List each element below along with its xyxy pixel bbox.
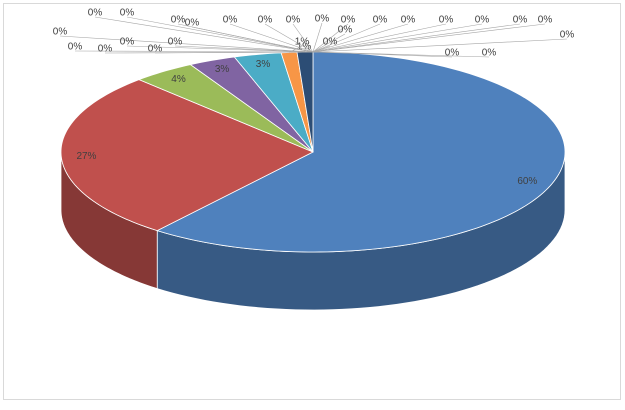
data-label: 0% xyxy=(223,15,238,26)
slice xyxy=(138,64,314,153)
data-label: 60% xyxy=(517,176,537,187)
slice-top xyxy=(138,64,314,153)
leader-line xyxy=(312,23,349,53)
leader-line xyxy=(312,23,521,53)
slice-top xyxy=(60,79,314,232)
leader-line xyxy=(312,23,381,53)
slice xyxy=(60,79,314,290)
data-label: 0% xyxy=(68,42,83,53)
data-label: 0% xyxy=(401,15,416,26)
leader-line xyxy=(312,51,490,58)
leader-line xyxy=(154,51,314,54)
data-label: 0% xyxy=(439,15,454,26)
data-label: 27% xyxy=(76,151,96,162)
data-label: 0% xyxy=(120,8,135,19)
data-label: 0% xyxy=(98,44,113,55)
leader-line xyxy=(312,22,323,53)
leader-line xyxy=(312,33,346,53)
leader-line xyxy=(312,23,409,53)
data-label: 3% xyxy=(215,64,230,75)
leader-line xyxy=(126,16,314,53)
data-label: 0% xyxy=(323,37,338,48)
data-label: 0% xyxy=(475,15,490,26)
leader-line xyxy=(191,26,314,53)
data-label: 1% xyxy=(297,42,312,53)
data-label: 0% xyxy=(315,14,330,25)
data-label: 0% xyxy=(373,15,388,26)
leader-line xyxy=(126,45,314,53)
leader-line xyxy=(312,23,546,53)
data-label: 0% xyxy=(88,8,103,19)
data-label: 0% xyxy=(286,15,301,26)
leader-line xyxy=(312,38,568,53)
data-label: 0% xyxy=(445,48,460,59)
slice-top xyxy=(189,56,314,153)
slice-top xyxy=(156,51,566,253)
data-label: 3% xyxy=(256,59,271,70)
leader-line xyxy=(312,23,483,53)
data-label: 0% xyxy=(120,37,135,48)
leader-line xyxy=(229,23,314,53)
leader-line xyxy=(264,23,314,53)
data-label: 0% xyxy=(482,48,497,59)
slice xyxy=(189,56,314,153)
data-label: 0% xyxy=(338,25,353,36)
data-label: 0% xyxy=(513,15,528,26)
data-label: 0% xyxy=(560,30,575,41)
data-label: 0% xyxy=(185,18,200,29)
slice xyxy=(233,52,314,153)
data-label: 0% xyxy=(168,37,183,48)
leader-line xyxy=(292,23,314,53)
data-label: 0% xyxy=(171,15,186,26)
data-label: 1% xyxy=(295,37,310,48)
data-label: 4% xyxy=(171,74,186,85)
leader-line xyxy=(312,45,331,53)
leader-line xyxy=(312,23,447,53)
slice-top xyxy=(233,52,314,153)
data-label: 0% xyxy=(148,44,163,55)
data-label: 0% xyxy=(258,15,273,26)
data-label: 0% xyxy=(341,15,356,26)
data-label: 0% xyxy=(538,15,553,26)
leader-line xyxy=(94,16,314,53)
leader-line xyxy=(174,45,314,53)
leader-line xyxy=(59,35,314,53)
data-label: 0% xyxy=(53,27,68,38)
leader-line xyxy=(74,50,314,53)
